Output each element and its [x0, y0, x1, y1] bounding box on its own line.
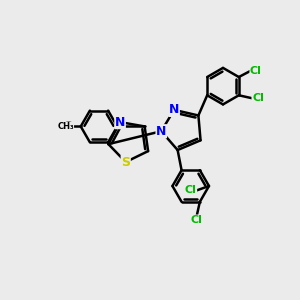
Text: CH₃: CH₃ — [57, 122, 74, 131]
Text: O: O — [64, 122, 73, 131]
Text: Cl: Cl — [185, 185, 197, 195]
Text: N: N — [156, 125, 166, 138]
Text: N: N — [169, 103, 179, 116]
Text: Cl: Cl — [250, 66, 262, 76]
Text: N: N — [115, 116, 125, 129]
Text: S: S — [121, 155, 130, 169]
Text: Cl: Cl — [252, 93, 264, 103]
Text: Cl: Cl — [191, 215, 203, 225]
